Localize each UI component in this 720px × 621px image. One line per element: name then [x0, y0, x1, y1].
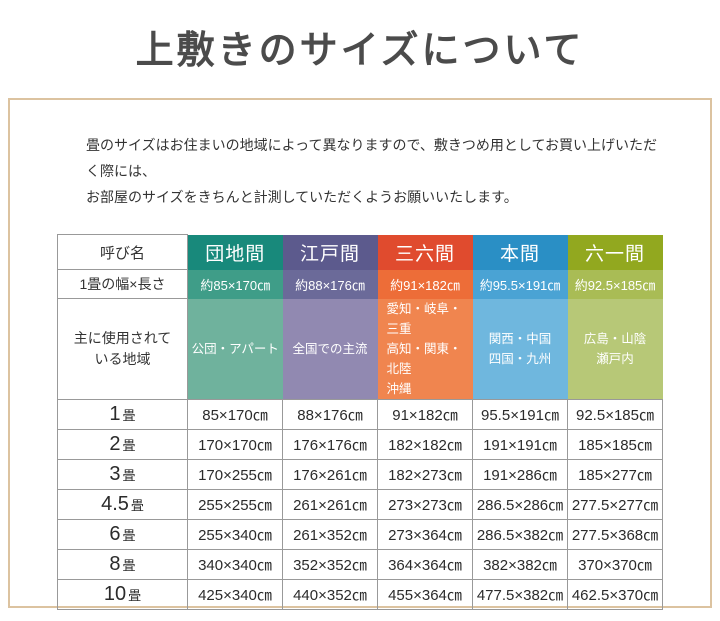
mat-count-unit: 畳 [122, 467, 136, 483]
size-cell: 261×261㎝ [282, 488, 378, 520]
size-cell: 440×352㎝ [282, 578, 378, 610]
size-cell: 170×255㎝ [187, 458, 283, 490]
mat-dimension-row: 1畳の幅×長さ 約85×170㎝ 約88×176㎝ 約91×182㎝ 約95.5… [57, 269, 663, 299]
size-cell: 191×191㎝ [472, 428, 568, 460]
mat-count-unit: 畳 [122, 407, 136, 423]
size-cell: 182×273㎝ [377, 458, 473, 490]
row-label: 1畳の幅×長さ [57, 269, 188, 299]
size-cell: 370×370㎝ [567, 548, 663, 580]
region-cell: 全国での主流 [282, 298, 378, 399]
corner-header: 呼び名 [57, 234, 188, 270]
size-cell: 170×170㎝ [187, 428, 283, 460]
page-title: 上敷きのサイズについて [135, 30, 585, 72]
size-cell: 340×340㎝ [187, 548, 283, 580]
size-cell: 455×364㎝ [377, 578, 473, 610]
content-panel: 畳のサイズはお住まいの地域によって異なりますので、敷きつめ用としてお買い上げいた… [8, 98, 712, 610]
size-cell: 382×382㎝ [472, 548, 568, 580]
region-cell: 愛知・岐阜・三重 高知・関東・北陸 沖縄 [377, 298, 473, 399]
region-cell: 広島・山陰 瀬戸内 [567, 298, 663, 399]
region-cell: 関西・中国 四国・九州 [472, 298, 568, 399]
size-cell: 182×182㎝ [377, 428, 473, 460]
mat-size-cell: 約88×176㎝ [282, 269, 378, 299]
size-cell: 273×273㎝ [377, 488, 473, 520]
mat-count: 4.5 [101, 492, 129, 515]
column-header-sanrokuma: 三六間 [377, 234, 473, 270]
column-header-honma: 本間 [472, 234, 568, 270]
intro-text: 畳のサイズはお住まいの地域によって異なりますので、敷きつめ用としてお買い上げいた… [86, 137, 658, 205]
mat-count: 1 [109, 402, 121, 425]
column-header-danchima: 団地間 [187, 234, 283, 270]
row-label: 10 畳 [57, 578, 188, 610]
size-cell: 477.5×382㎝ [472, 578, 568, 610]
size-cell: 176×176㎝ [282, 428, 378, 460]
size-cell: 191×286㎝ [472, 458, 568, 490]
column-header-rokuichima: 六一間 [567, 234, 663, 270]
mat-count: 10 [103, 582, 127, 605]
size-cell: 277.5×368㎝ [567, 518, 663, 550]
size-cell: 286.5×286㎝ [472, 488, 568, 520]
size-cell: 364×364㎝ [377, 548, 473, 580]
mat-count: 8 [109, 552, 121, 575]
size-cell: 277.5×277㎝ [567, 488, 663, 520]
mat-count-unit: 畳 [122, 557, 136, 573]
size-cell: 91×182㎝ [377, 398, 473, 430]
mat-count-unit: 畳 [122, 527, 136, 543]
region-cell: 公団・アパート [187, 298, 283, 399]
size-cell: 261×352㎝ [282, 518, 378, 550]
mat-count-unit: 畳 [130, 497, 144, 513]
size-cell: 185×185㎝ [567, 428, 663, 460]
table-row-10jo: 10 畳 425×340㎝ 440×352㎝ 455×364㎝ 477.5×382… [57, 578, 663, 610]
size-cell: 176×261㎝ [282, 458, 378, 490]
row-label: 4.5 畳 [57, 488, 188, 520]
size-cell: 286.5×382㎝ [472, 518, 568, 550]
mat-count: 2 [109, 432, 121, 455]
mat-count-unit: 畳 [122, 437, 136, 453]
column-header-edoma: 江戸間 [282, 234, 378, 270]
mat-size-cell: 約95.5×191㎝ [472, 269, 568, 299]
mat-size-cell: 約92.5×185㎝ [567, 269, 663, 299]
mat-size-cell: 約85×170㎝ [187, 269, 283, 299]
size-cell: 255×255㎝ [187, 488, 283, 520]
size-cell: 92.5×185㎝ [567, 398, 663, 430]
size-cell: 95.5×191㎝ [472, 398, 568, 430]
region-row: 主に使用されて いる地域 公団・アパート 全国での主流 愛知・岐阜・三重 高知・… [57, 298, 663, 400]
size-cell: 255×340㎝ [187, 518, 283, 550]
size-cell: 273×364㎝ [377, 518, 473, 550]
mat-count-unit: 畳 [128, 587, 142, 603]
mat-size-cell: 約91×182㎝ [377, 269, 473, 299]
size-cell: 88×176㎝ [282, 398, 378, 430]
size-cell: 185×277㎝ [567, 458, 663, 490]
row-label: 主に使用されて いる地域 [57, 298, 188, 400]
mat-count: 3 [109, 462, 121, 485]
size-cell: 425×340㎝ [187, 578, 283, 610]
tatami-size-table: 呼び名 団地間 江戸間 三六間 本間 六一間 1畳の幅×長さ 約85×170㎝ … [57, 234, 663, 610]
size-cell: 462.5×370㎝ [567, 578, 663, 610]
header-row: 呼び名 団地間 江戸間 三六間 本間 六一間 [57, 234, 663, 270]
size-cell: 352×352㎝ [282, 548, 378, 580]
size-cell: 85×170㎝ [187, 398, 283, 430]
mat-count: 6 [109, 522, 121, 545]
table-row-4-5jo: 4.5 畳 255×255㎝ 261×261㎝ 273×273㎝ 286.5×28… [57, 488, 663, 520]
